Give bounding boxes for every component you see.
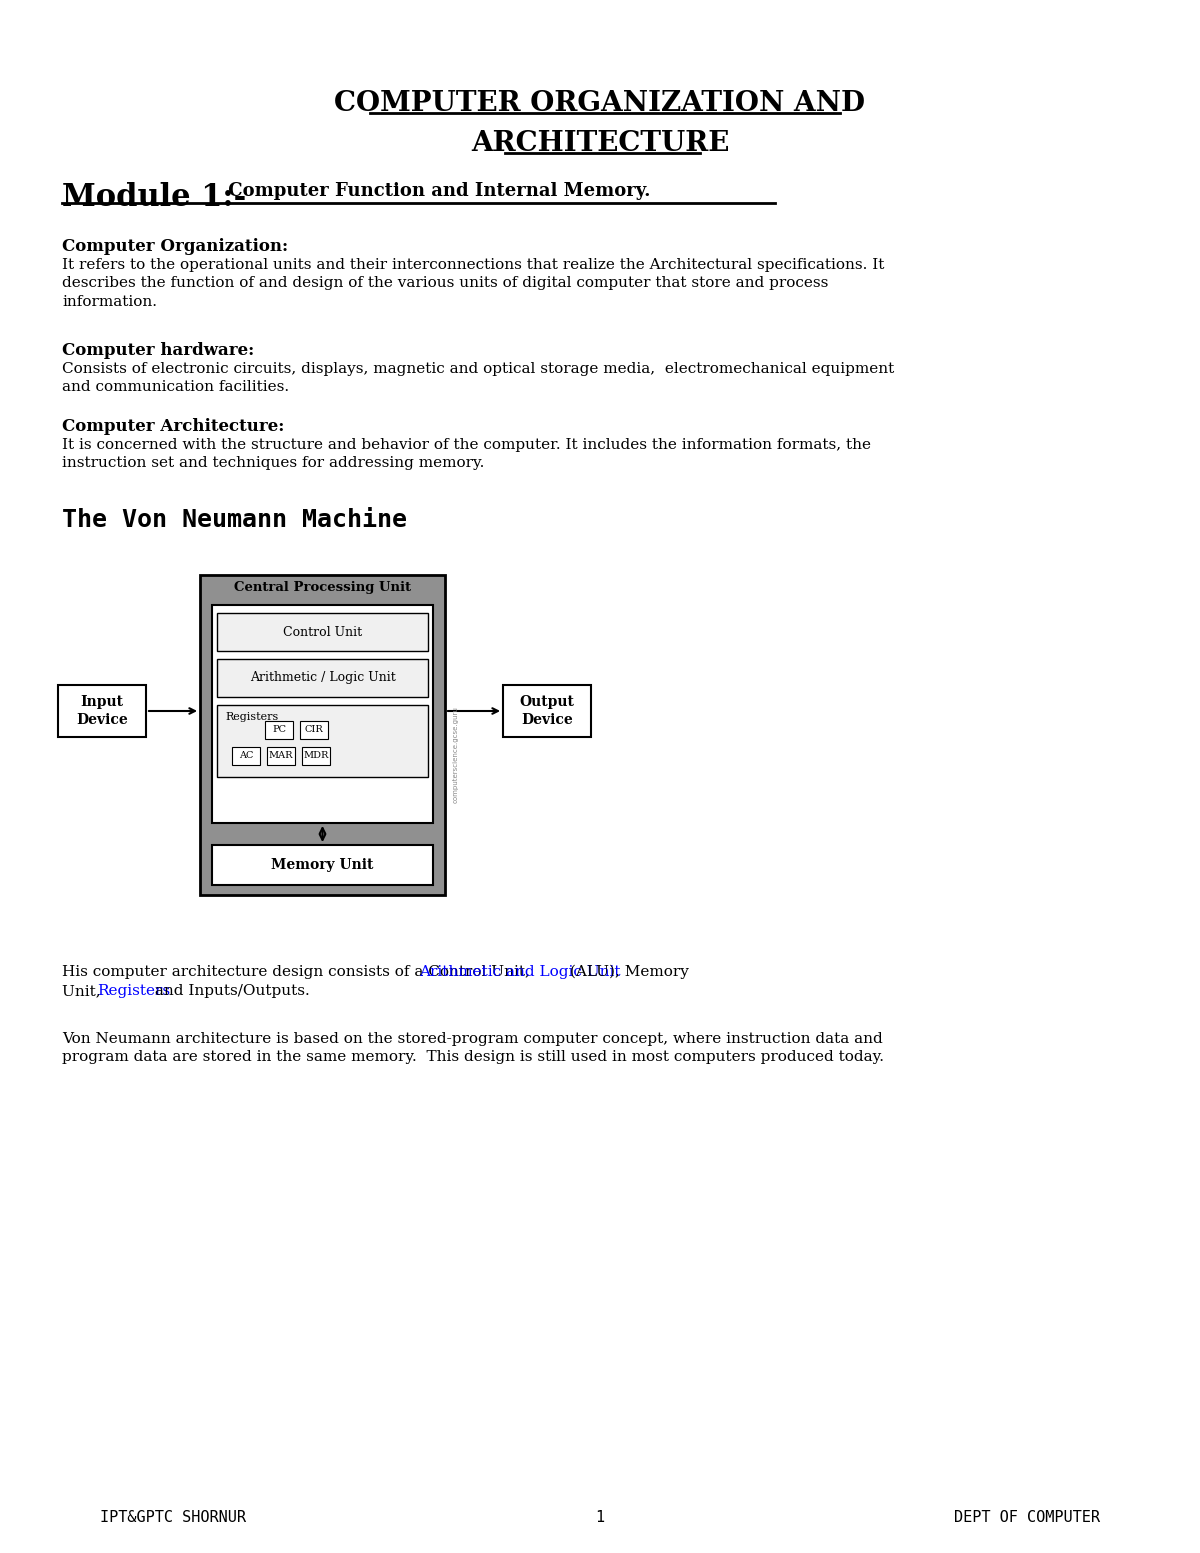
- Bar: [217, 705, 428, 776]
- Text: It refers to the operational units and their interconnections that realize the A: It refers to the operational units and t…: [62, 258, 884, 309]
- Text: Central Processing Unit: Central Processing Unit: [234, 581, 412, 593]
- Text: Consists of electronic circuits, displays, magnetic and optical storage media,  : Consists of electronic circuits, display…: [62, 362, 894, 394]
- Text: Module 1:-: Module 1:-: [62, 182, 246, 213]
- Bar: [212, 845, 433, 885]
- Text: It is concerned with the structure and behavior of the computer. It includes the: It is concerned with the structure and b…: [62, 438, 871, 471]
- Text: Memory Unit: Memory Unit: [271, 857, 373, 871]
- Bar: [58, 685, 146, 738]
- Text: The Von Neumann Machine: The Von Neumann Machine: [62, 508, 407, 533]
- Bar: [503, 685, 592, 738]
- Text: Output
Device: Output Device: [520, 696, 575, 727]
- Text: MAR: MAR: [269, 752, 293, 761]
- Bar: [200, 575, 445, 895]
- Text: His computer architecture design consists of a Control Unit,: His computer architecture design consist…: [62, 964, 535, 978]
- Text: Arithmetic and Logic Unit: Arithmetic and Logic Unit: [419, 964, 620, 978]
- Text: IPT&GPTC SHORNUR: IPT&GPTC SHORNUR: [100, 1510, 246, 1525]
- Text: computerscience.gcse.guru: computerscience.gcse.guru: [454, 707, 458, 803]
- Bar: [217, 613, 428, 651]
- Text: Computer hardware:: Computer hardware:: [62, 342, 254, 359]
- Bar: [265, 721, 293, 739]
- Text: CIR: CIR: [305, 725, 323, 735]
- Text: Computer Function and Internal Memory.: Computer Function and Internal Memory.: [222, 182, 650, 200]
- Text: Input
Device: Input Device: [76, 696, 128, 727]
- Text: COMPUTER ORGANIZATION AND: COMPUTER ORGANIZATION AND: [335, 90, 865, 116]
- Text: DEPT OF COMPUTER: DEPT OF COMPUTER: [954, 1510, 1100, 1525]
- Text: (ALU), Memory: (ALU), Memory: [565, 964, 689, 980]
- Text: Computer Architecture:: Computer Architecture:: [62, 418, 284, 435]
- Bar: [300, 721, 328, 739]
- Bar: [302, 747, 330, 766]
- Text: Registers: Registers: [226, 711, 278, 722]
- Text: Registers: Registers: [97, 985, 170, 999]
- Text: Arithmetic / Logic Unit: Arithmetic / Logic Unit: [250, 671, 395, 685]
- Text: Unit,: Unit,: [62, 985, 106, 999]
- Bar: [266, 747, 295, 766]
- Text: AC: AC: [239, 752, 253, 761]
- Bar: [212, 606, 433, 823]
- Text: PC: PC: [272, 725, 286, 735]
- Text: Computer Organization:: Computer Organization:: [62, 238, 288, 255]
- Bar: [232, 747, 260, 766]
- Text: 1: 1: [595, 1510, 605, 1525]
- Text: Von Neumann architecture is based on the stored-program computer concept, where : Von Neumann architecture is based on the…: [62, 1033, 884, 1064]
- Bar: [217, 658, 428, 697]
- Text: and Inputs/Outputs.: and Inputs/Outputs.: [150, 985, 310, 999]
- Text: ARCHITECTURE: ARCHITECTURE: [470, 130, 730, 157]
- Text: MDR: MDR: [304, 752, 329, 761]
- Text: Control Unit: Control Unit: [283, 626, 362, 638]
